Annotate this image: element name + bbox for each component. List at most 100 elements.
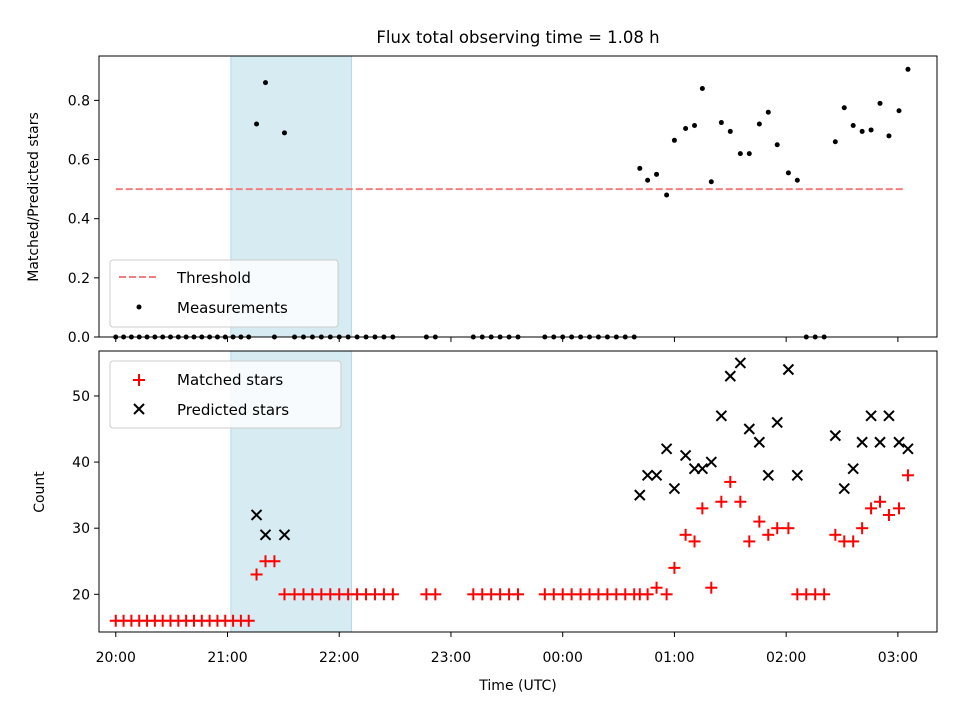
- measurement-point: [727, 128, 733, 134]
- legend-threshold-label: Threshold: [176, 269, 251, 287]
- bottom-axes-frame: [98, 350, 938, 633]
- matched-point: [242, 614, 255, 627]
- predicted-point: [668, 482, 681, 495]
- predicted-point: [856, 436, 868, 448]
- bottom-legend: Matched stars Predicted stars: [109, 360, 342, 429]
- top-axes: 0.00.20.40.60.8 Matched/Predicted stars …: [26, 55, 938, 346]
- predicted-point: [696, 462, 709, 475]
- bottom-ylabel: Count: [32, 471, 48, 513]
- matched-point: [856, 522, 869, 535]
- measurement-point: [671, 137, 677, 143]
- matched-point: [715, 495, 728, 508]
- xtick-label: 02:00: [766, 650, 806, 666]
- measurement-point: [683, 125, 689, 131]
- predicted-point: [883, 410, 895, 422]
- matched-point: [743, 535, 756, 548]
- predicted-point: [250, 509, 263, 521]
- measurement-point: [850, 123, 856, 129]
- predicted-point: [902, 443, 914, 455]
- predicted-point: [753, 436, 766, 448]
- matched-point: [512, 588, 524, 601]
- predicted-point: [762, 469, 774, 482]
- measurement-point: [664, 192, 670, 198]
- measurement-point: [832, 139, 838, 145]
- measurement-point: [718, 120, 724, 126]
- matched-point: [724, 475, 737, 488]
- predicted-point: [641, 469, 654, 482]
- measurement-point: [262, 80, 268, 86]
- matched-point: [818, 588, 831, 601]
- matched-point: [734, 495, 747, 508]
- matched-point: [762, 528, 775, 541]
- matched-point: [874, 495, 887, 508]
- top-legend-box: [109, 259, 339, 328]
- top-ticks-layer: 0.0 0.2 0.4 0.6 0.8: [68, 93, 899, 346]
- top-ylabel: Matched/Predicted stars: [26, 112, 42, 282]
- measurement-point: [708, 179, 714, 185]
- matched-point: [650, 581, 663, 594]
- top-axes-frame: [98, 55, 938, 338]
- matched-point: [278, 588, 291, 601]
- matched-point: [705, 581, 718, 594]
- measurement-point: [859, 128, 865, 134]
- measurement-point: [905, 66, 911, 72]
- matched-point: [268, 555, 281, 568]
- chart-title: Flux total observing time = 1.08 h: [376, 28, 659, 47]
- predicted-point: [679, 449, 692, 462]
- predicted-point: [874, 436, 886, 448]
- matched-point: [679, 528, 692, 541]
- matched-point: [893, 502, 906, 515]
- measurement-point: [765, 109, 771, 115]
- matched-point: [429, 588, 442, 601]
- legend-predicted-swatch: [133, 403, 145, 415]
- matched-point: [753, 515, 766, 528]
- matched-point: [641, 588, 654, 601]
- predicted-point: [893, 436, 905, 448]
- ytick-label: 0.8: [68, 93, 90, 109]
- ytick-label: 0.0: [68, 330, 90, 346]
- matched-point: [250, 568, 263, 581]
- bottom-series-1: [250, 357, 914, 541]
- matched-point: [771, 522, 784, 535]
- matched-point: [782, 522, 795, 535]
- measurement-point: [692, 123, 698, 129]
- ytick-label: 30: [72, 521, 90, 537]
- predicted-point: [829, 429, 842, 442]
- ytick-label: 50: [72, 389, 90, 405]
- matched-point: [865, 502, 878, 515]
- measurement-point: [877, 100, 883, 106]
- predicted-point: [650, 469, 663, 482]
- matched-point: [696, 502, 709, 515]
- xtick-label: 22:00: [319, 650, 359, 666]
- ytick-label: 20: [72, 587, 90, 603]
- top-legend: Threshold Measurements: [109, 259, 339, 328]
- bottom-points-layer: [109, 357, 914, 627]
- bottom-ticks-layer: 20 30 40 50 20:00 21:00 22:00 23:00 00:00 01:00 02…: [72, 389, 918, 666]
- measurement-point: [774, 142, 780, 148]
- predicted-point: [838, 482, 850, 495]
- predicted-point: [865, 410, 877, 422]
- measurement-point: [896, 108, 902, 114]
- predicted-point: [743, 423, 755, 435]
- bottom-legend-box: [109, 360, 342, 429]
- matched-point: [847, 535, 860, 548]
- measurement-point: [637, 165, 643, 171]
- matched-point: [668, 561, 681, 574]
- predicted-point: [705, 456, 718, 468]
- measurement-point: [254, 121, 260, 127]
- matched-point: [901, 469, 914, 482]
- measurement-point: [841, 105, 847, 111]
- measurement-point: [654, 171, 660, 177]
- bottom-xlabel: Time (UTC): [478, 678, 556, 694]
- predicted-point: [724, 370, 737, 382]
- matched-point: [386, 588, 399, 601]
- predicted-point: [259, 529, 272, 541]
- xtick-label: 00:00: [543, 650, 583, 666]
- ytick-label: 40: [72, 455, 90, 471]
- bottom-axes: 20 30 40 50 20:00 21:00 22:00 23:00 00:00 01:00 02…: [32, 350, 938, 694]
- legend-matched-label: Matched stars: [177, 371, 283, 389]
- measurement-point: [645, 177, 651, 183]
- measurement-point: [737, 151, 743, 157]
- measurement-point: [868, 127, 874, 133]
